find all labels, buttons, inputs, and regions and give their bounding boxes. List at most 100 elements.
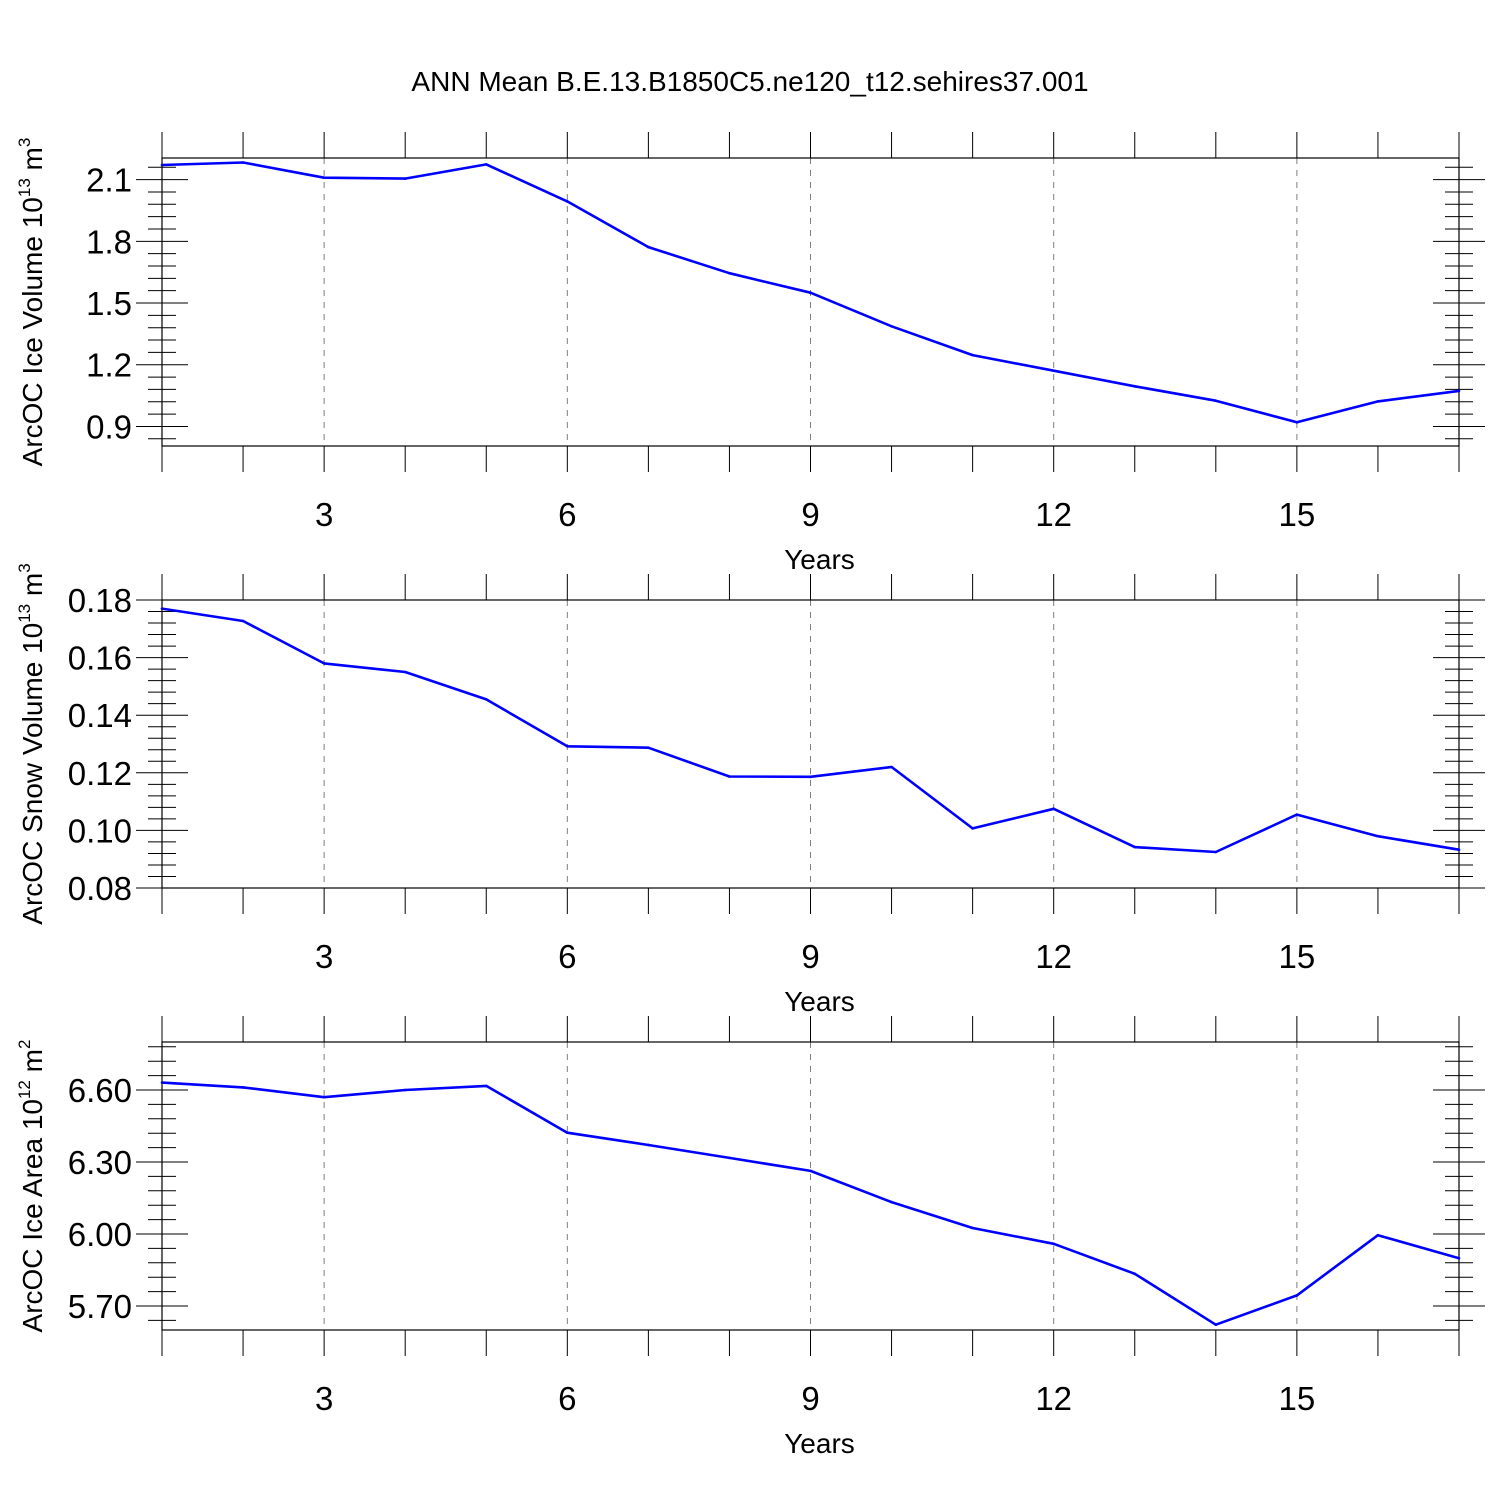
data-point bbox=[728, 1156, 731, 1160]
data-point bbox=[728, 271, 731, 275]
y-axis-label: ArcOC Ice Area 1012 m2 bbox=[15, 1040, 48, 1333]
data-point bbox=[1295, 813, 1299, 816]
data-point bbox=[484, 1084, 488, 1088]
x-tick-label: 3 bbox=[315, 496, 333, 533]
data-point bbox=[1052, 1242, 1055, 1246]
x-tick-label: 6 bbox=[558, 938, 576, 975]
data-point bbox=[1457, 848, 1461, 851]
y-axis-label-text: ArcOC Snow Volume 10 bbox=[17, 623, 48, 925]
y-axis-label-unit: m bbox=[17, 1049, 48, 1080]
x-tick-label: 12 bbox=[1035, 1380, 1072, 1417]
x-tick-label: 6 bbox=[558, 496, 576, 533]
data-point bbox=[809, 291, 812, 295]
series-line bbox=[161, 607, 1460, 854]
data-point bbox=[1376, 400, 1380, 403]
x-tick-label: 15 bbox=[1279, 496, 1316, 533]
y-tick-label: 6.30 bbox=[68, 1144, 132, 1181]
y-axis-label-unit-exponent: 3 bbox=[15, 563, 34, 572]
data-point bbox=[1295, 1294, 1299, 1297]
y-axis-label-unit-exponent: 2 bbox=[15, 1040, 34, 1049]
y-tick-label: 0.18 bbox=[68, 582, 132, 619]
data-point bbox=[566, 1131, 569, 1135]
y-tick-label: 6.60 bbox=[68, 1072, 132, 1109]
plot-frame bbox=[161, 157, 1460, 447]
x-tick-label: 3 bbox=[315, 1380, 333, 1417]
data-point bbox=[728, 775, 731, 778]
y-axis-label: ArcOC Snow Volume 1013 m3 bbox=[15, 563, 48, 924]
y-axis-label: ArcOC Ice Volume 1013 m3 bbox=[15, 138, 48, 467]
data-point bbox=[809, 775, 812, 779]
data-point bbox=[890, 324, 893, 328]
data-point bbox=[971, 353, 974, 357]
x-axis-label: Years bbox=[784, 544, 855, 575]
data-point bbox=[484, 163, 488, 166]
y-tick-label: 0.08 bbox=[68, 870, 132, 907]
x-tick-label: 15 bbox=[1279, 938, 1316, 975]
x-tick-label: 9 bbox=[801, 496, 819, 533]
data-point bbox=[1133, 385, 1137, 388]
x-tick-label: 9 bbox=[801, 938, 819, 975]
y-axis-label-exponent: 13 bbox=[15, 178, 34, 197]
y-tick-label: 0.12 bbox=[68, 755, 132, 792]
data-point bbox=[647, 1143, 650, 1147]
x-tick-label: 12 bbox=[1035, 496, 1072, 533]
plot-frame bbox=[161, 599, 1460, 889]
x-axis-label: Years bbox=[784, 986, 855, 1017]
data-point bbox=[566, 745, 569, 748]
y-tick-label: 6.00 bbox=[68, 1216, 132, 1253]
data-point bbox=[403, 177, 407, 180]
data-point bbox=[809, 1169, 812, 1173]
data-point bbox=[1376, 834, 1380, 838]
x-tick-label: 3 bbox=[315, 938, 333, 975]
y-tick-label: 1.8 bbox=[86, 223, 132, 260]
data-point bbox=[322, 1095, 326, 1099]
data-point bbox=[1457, 389, 1461, 393]
y-tick-label: 0.16 bbox=[68, 640, 132, 677]
y-tick-label: 0.9 bbox=[86, 408, 132, 445]
y-axis-label-text: ArcOC Ice Area 10 bbox=[17, 1099, 48, 1332]
x-tick-label: 15 bbox=[1279, 1380, 1316, 1417]
y-tick-label: 1.5 bbox=[86, 285, 132, 322]
data-point bbox=[1214, 850, 1218, 854]
data-point bbox=[890, 1200, 893, 1204]
data-point bbox=[1214, 1323, 1218, 1327]
data-point bbox=[241, 619, 245, 623]
data-point bbox=[322, 662, 326, 665]
data-point bbox=[566, 200, 569, 203]
y-tick-label: 2.1 bbox=[86, 162, 132, 199]
y-tick-label: 1.2 bbox=[86, 347, 132, 384]
y-tick-label: 0.14 bbox=[68, 697, 132, 734]
data-point bbox=[1052, 807, 1055, 811]
x-tick-label: 9 bbox=[801, 1380, 819, 1417]
data-point bbox=[160, 607, 164, 610]
data-point bbox=[322, 176, 326, 180]
data-point bbox=[484, 698, 488, 701]
y-axis-label-unit: m bbox=[17, 147, 48, 178]
data-point bbox=[890, 765, 893, 769]
data-point bbox=[1133, 1272, 1137, 1276]
x-tick-label: 12 bbox=[1035, 938, 1072, 975]
data-point bbox=[647, 746, 650, 750]
data-point bbox=[241, 161, 245, 164]
x-axis-label: Years bbox=[784, 1428, 855, 1459]
plot-frame bbox=[161, 1041, 1460, 1331]
data-point bbox=[971, 827, 974, 830]
chart-title: ANN Mean B.E.13.B1850C5.ne120_t12.sehire… bbox=[411, 66, 1088, 97]
y-axis-label-exponent: 12 bbox=[15, 1080, 34, 1099]
y-tick-label: 0.10 bbox=[68, 812, 132, 849]
data-point bbox=[403, 670, 407, 674]
y-axis-label-unit-exponent: 3 bbox=[15, 138, 34, 147]
panels: 0.9 1.2 1.5 1.8 2.1 3 6 9 12 15 Years ArcOC Ice Vol… bbox=[15, 132, 1485, 1459]
data-point bbox=[160, 1081, 164, 1084]
panel-1: 0.9 1.2 1.5 1.8 2.1 3 6 9 12 15 Years ArcOC Ice Vol… bbox=[15, 132, 1485, 575]
y-axis-label-unit: m bbox=[17, 573, 48, 604]
y-axis-label-exponent: 13 bbox=[15, 604, 34, 623]
data-point bbox=[1133, 845, 1137, 849]
data-point bbox=[1052, 369, 1055, 373]
x-tick-label: 6 bbox=[558, 1380, 576, 1417]
data-point bbox=[1457, 1256, 1461, 1260]
panel-3: 5.70 6.00 6.30 6.60 3 6 9 12 15 Years ArcOC Ice Ar… bbox=[15, 1016, 1485, 1459]
data-point bbox=[647, 245, 650, 249]
panel-2: 0.08 0.10 0.12 0.14 0.16 0.18 3 6 9 12 15 Years ArcO… bbox=[15, 563, 1485, 1017]
